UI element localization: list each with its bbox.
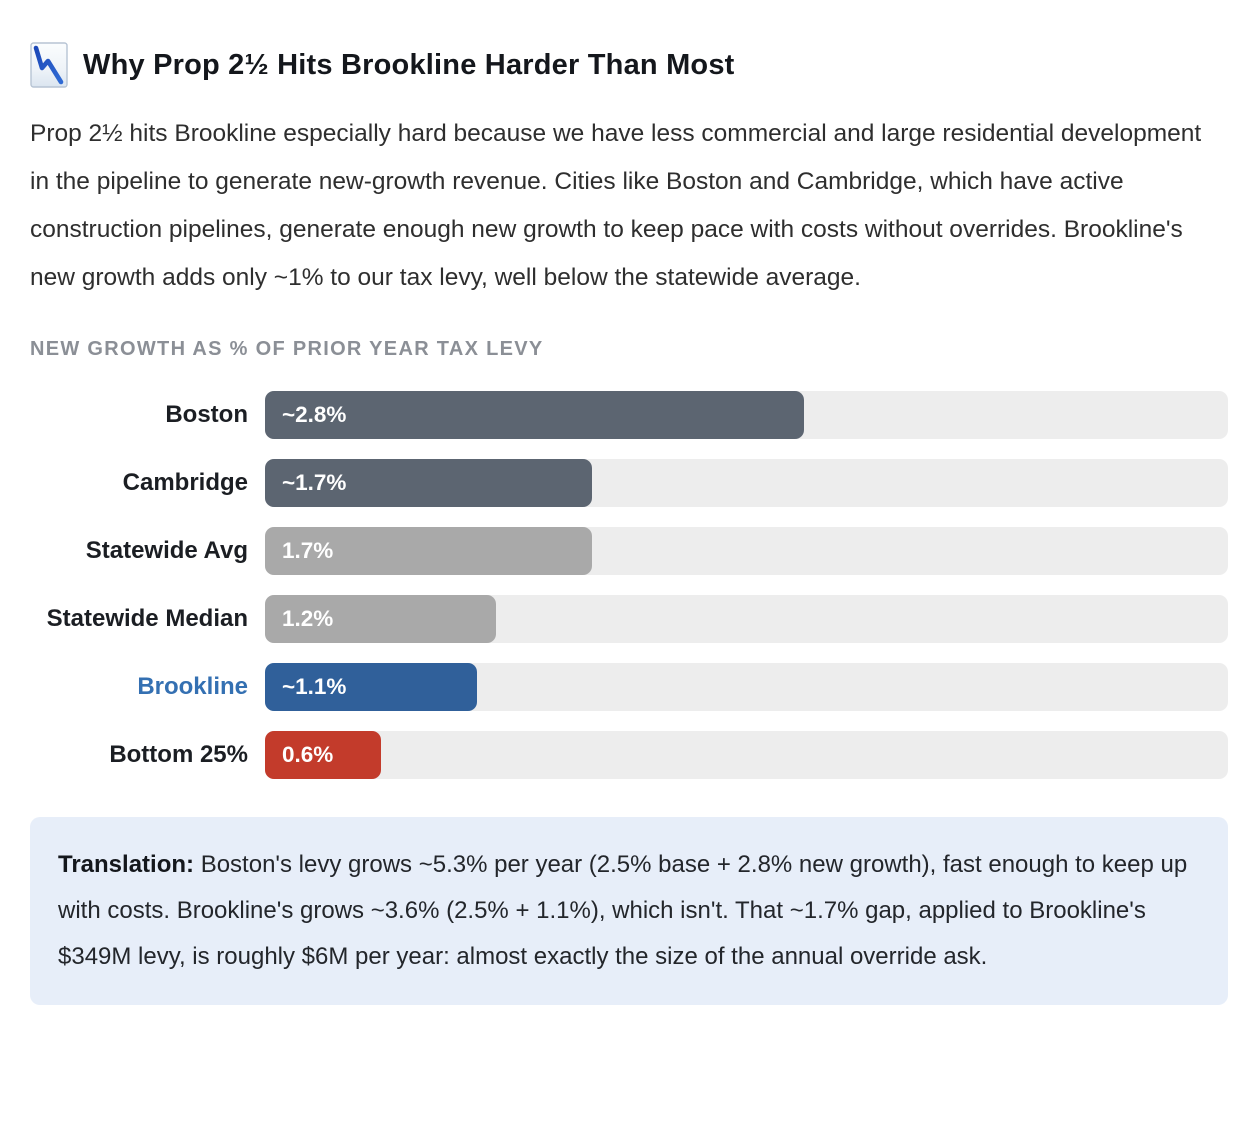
- bar: ~1.7%: [265, 459, 593, 507]
- bar-value-label: ~2.8%: [282, 402, 347, 427]
- chart-row: Bottom 25% 0.6%: [30, 731, 1228, 779]
- category-label: Statewide Median: [46, 605, 248, 633]
- bar-value-label: ~1.1%: [282, 674, 347, 699]
- bar: 1.7%: [265, 527, 593, 575]
- translation-label: Translation:: [58, 851, 195, 878]
- translation-text: Boston's levy grows ~5.3% per year (2.5%…: [58, 851, 1188, 970]
- category-label: Brookline: [137, 673, 248, 701]
- bar-value-label: ~1.7%: [282, 470, 347, 495]
- bar-value-label: 0.6%: [282, 742, 334, 767]
- bar-track: ~1.7%: [265, 459, 1228, 507]
- intro-paragraph: Prop 2½ hits Brookline especially hard b…: [30, 120, 1202, 291]
- bar: 0.6%: [265, 731, 381, 779]
- chart-row: Statewide Avg 1.7%: [30, 527, 1228, 575]
- bar-track: ~2.8%: [265, 391, 1228, 439]
- chart-row: Cambridge ~1.7%: [30, 459, 1228, 507]
- chart-row: Brookline ~1.1%: [30, 663, 1228, 711]
- category-label: Cambridge: [122, 469, 248, 497]
- translation-callout: Translation: Boston's levy grows ~5.3% p…: [30, 817, 1228, 1005]
- category-label: Boston: [165, 401, 248, 429]
- chart-row: Boston ~2.8%: [30, 391, 1228, 439]
- bar-chart: Boston ~2.8% Cambridge ~1.7% Statewide Avg 1.…: [30, 391, 1228, 779]
- chart-decreasing-icon: [30, 42, 68, 88]
- bar-value-label: 1.2%: [282, 606, 334, 631]
- page-title: Why Prop 2½ Hits Brookline Harder Than M…: [83, 48, 735, 81]
- bar-track: ~1.1%: [265, 663, 1228, 711]
- bar-track: 1.7%: [265, 527, 1228, 575]
- category-label: Bottom 25%: [109, 741, 248, 769]
- bar-value-label: 1.7%: [282, 538, 334, 563]
- bar-track: 0.6%: [265, 731, 1228, 779]
- bar: ~1.1%: [265, 663, 477, 711]
- category-label: Statewide Avg: [85, 537, 248, 565]
- bar-track: 1.2%: [265, 595, 1228, 643]
- chart-title: NEW GROWTH AS % OF PRIOR YEAR TAX LEVY: [30, 338, 544, 360]
- chart-row: Statewide Median 1.2%: [30, 595, 1228, 643]
- bar: 1.2%: [265, 595, 497, 643]
- bar: ~2.8%: [265, 391, 805, 439]
- page-header: Why Prop 2½ Hits Brookline Harder Than M…: [30, 42, 1228, 88]
